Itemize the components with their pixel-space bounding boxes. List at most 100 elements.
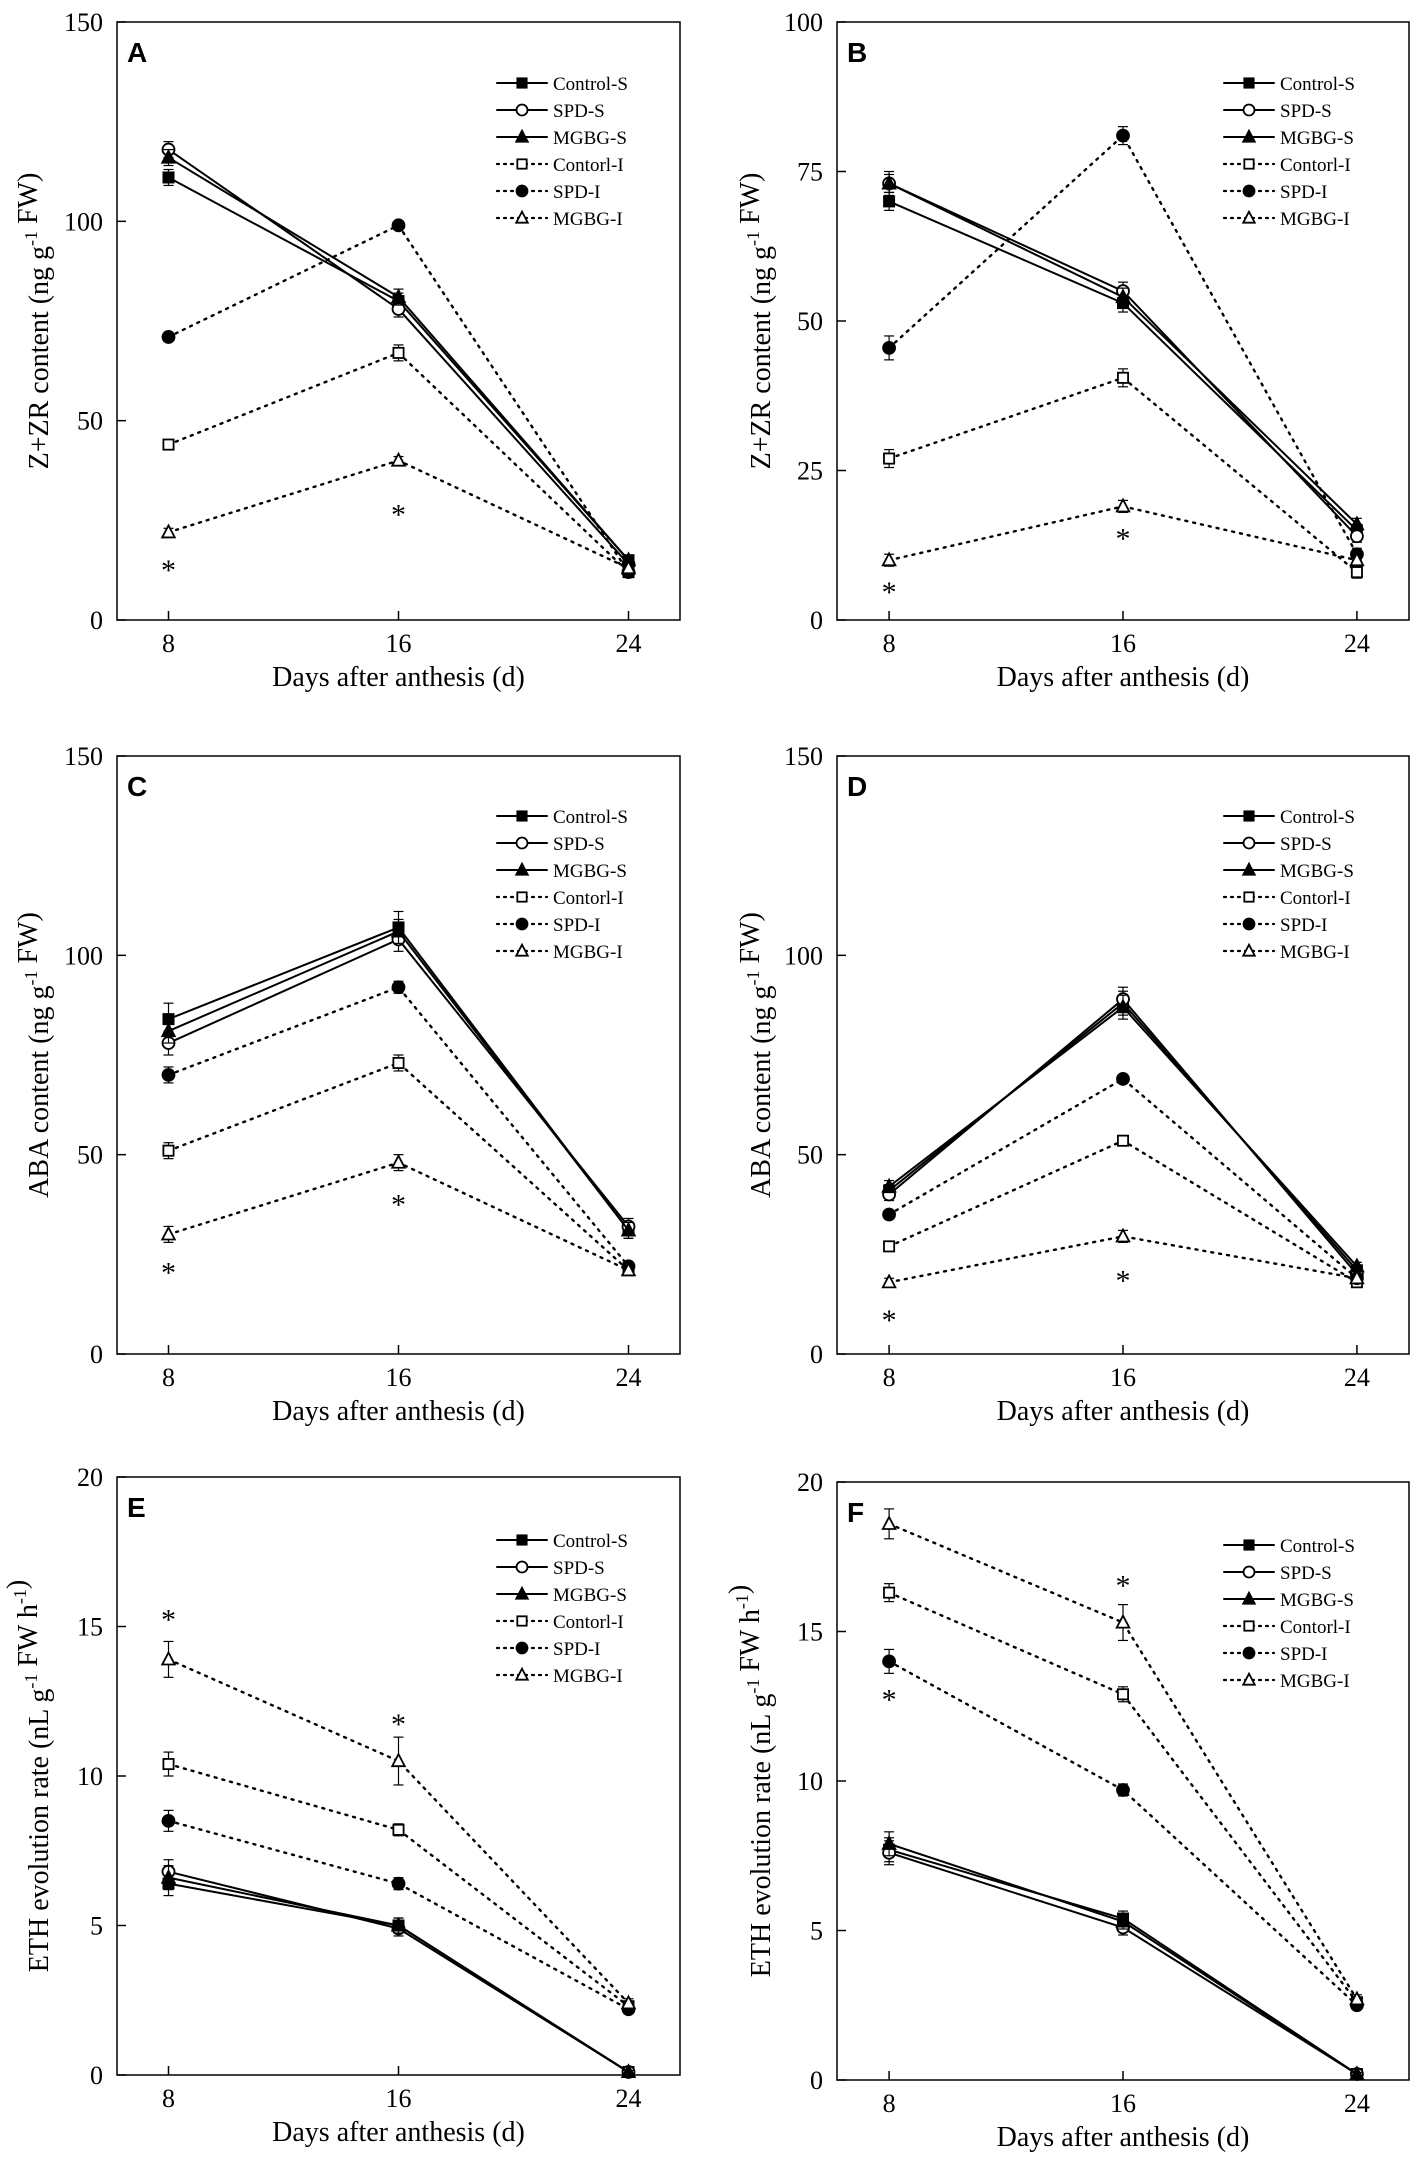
x-tick-label: 24 (616, 1363, 642, 1392)
series-mgbg-s (881, 1831, 1365, 2081)
data-point (1117, 1134, 1130, 1147)
legend-label: SPD-S (553, 101, 605, 122)
legend-marker (516, 891, 528, 903)
data-point (1115, 998, 1131, 1014)
series-spd-s (882, 1840, 1364, 2081)
legend: Control-S SPD-S MGBG-S Contorl-I SPD-I MGBG-I (495, 74, 628, 230)
y-tick-label: 150 (64, 742, 103, 771)
legend: Control-S SPD-S MGBG-S Contorl-I SPD-I MGBG-I (1222, 807, 1355, 963)
data-point (1350, 566, 1363, 579)
legend-marker (1243, 1620, 1255, 1632)
y-tick-label: 10 (797, 1767, 823, 1796)
legend-label: SPD-S (1280, 101, 1332, 122)
legend-label: MGBG-I (553, 942, 623, 963)
legend-label: MGBG-I (1280, 1671, 1350, 1692)
x-tick-label: 16 (386, 1363, 412, 1392)
legend-label: Control-S (553, 1531, 628, 1552)
series-spd-i (882, 1072, 1364, 1286)
x-axis-title: Days after anthesis (d) (997, 2122, 1250, 2153)
legend-marker (516, 77, 528, 89)
data-point (161, 1068, 176, 1082)
x-tick-label: 24 (1344, 629, 1370, 658)
series-line (887, 1235, 1359, 1284)
series-line (167, 930, 630, 1232)
series-line (167, 1882, 630, 2074)
data-point (1115, 1912, 1131, 1928)
y-tick-label: 75 (797, 158, 823, 187)
x-tick-label: 8 (162, 629, 175, 658)
y-tick-label: 5 (810, 1917, 823, 1946)
legend-label: Control-S (1280, 74, 1355, 95)
legend-label: MGBG-S (1280, 128, 1354, 149)
x-axis-title: Days after anthesis (d) (272, 1396, 525, 1427)
legend-label: MGBG-S (553, 128, 627, 149)
data-point (160, 148, 177, 164)
series-mgbg-s (881, 170, 1365, 531)
y-tick-label: 0 (90, 1340, 103, 1369)
panel-letter: E (127, 1492, 146, 1523)
legend-marker (1242, 184, 1256, 198)
series-line (888, 1842, 1358, 2076)
x-axis-title: Days after anthesis (d) (272, 662, 525, 693)
data-point (1117, 1688, 1130, 1701)
data-point (162, 1144, 175, 1157)
data-point (160, 1022, 177, 1038)
data-point (1116, 1783, 1130, 1797)
y-tick-label: 50 (77, 1141, 103, 1170)
series-line (888, 200, 1358, 532)
data-point (620, 1994, 637, 2010)
legend-marker (516, 1534, 528, 1546)
series-line (887, 1660, 1359, 2007)
series-spd-i (161, 980, 636, 1274)
data-point (161, 330, 176, 344)
data-point (390, 1153, 407, 1169)
panel-letter: F (847, 1497, 864, 1528)
panel-letter: A (127, 37, 147, 68)
legend-marker (514, 1585, 530, 1600)
legend-marker (515, 103, 529, 117)
y-tick-label: 0 (90, 606, 103, 635)
panel-letter: D (847, 771, 867, 802)
significance-star: * (391, 1189, 406, 1222)
y-axis-title: Z+ZR content (ng g-1 FW) (13, 173, 55, 470)
data-point (881, 1273, 897, 1289)
legend-label: MGBG-I (1280, 209, 1350, 230)
legend-label: MGBG-S (553, 1585, 627, 1606)
legend: Control-S SPD-S MGBG-S Contorl-I SPD-I MGBG-I (1222, 74, 1355, 230)
legend-label: SPD-S (1280, 834, 1332, 855)
y-tick-label: 15 (797, 1618, 823, 1647)
series-line (888, 1851, 1358, 2076)
data-point (392, 1823, 405, 1836)
series-mgbg-i (881, 497, 1365, 567)
significance-star: * (391, 498, 406, 531)
data-point (391, 218, 406, 233)
legend-marker (1241, 1671, 1257, 1686)
series-mgbg-i (160, 1153, 637, 1277)
y-tick-label: 100 (64, 207, 103, 236)
data-point (883, 1586, 896, 1599)
series-mgbg-s (160, 918, 637, 1239)
data-point (162, 1758, 175, 1771)
x-axis-title: Days after anthesis (d) (997, 1396, 1250, 1427)
legend-marker (1242, 917, 1256, 931)
data-point (1349, 1990, 1365, 2006)
legend-label: Control-S (553, 807, 628, 828)
legend-marker (514, 861, 530, 876)
x-axis-title: Days after anthesis (d) (272, 2117, 525, 2148)
legend-marker (1243, 1539, 1255, 1551)
series-line (167, 1061, 630, 1272)
data-point (390, 1916, 407, 1932)
y-tick-label: 25 (797, 457, 823, 486)
data-point (1349, 551, 1365, 567)
chart-panel-b: B 0 25 50 75 100 8 16 24 Days after anthesis (d) Z… (735, 8, 1410, 693)
significance-star: * (882, 576, 897, 609)
y-tick-label: 100 (784, 941, 823, 970)
data-point (1350, 529, 1364, 544)
panel-letter: C (127, 771, 147, 802)
data-point (392, 346, 405, 359)
series-line (167, 1658, 630, 2005)
data-point (882, 341, 896, 355)
data-point (390, 1752, 407, 1768)
y-tick-label: 0 (90, 2061, 103, 2090)
